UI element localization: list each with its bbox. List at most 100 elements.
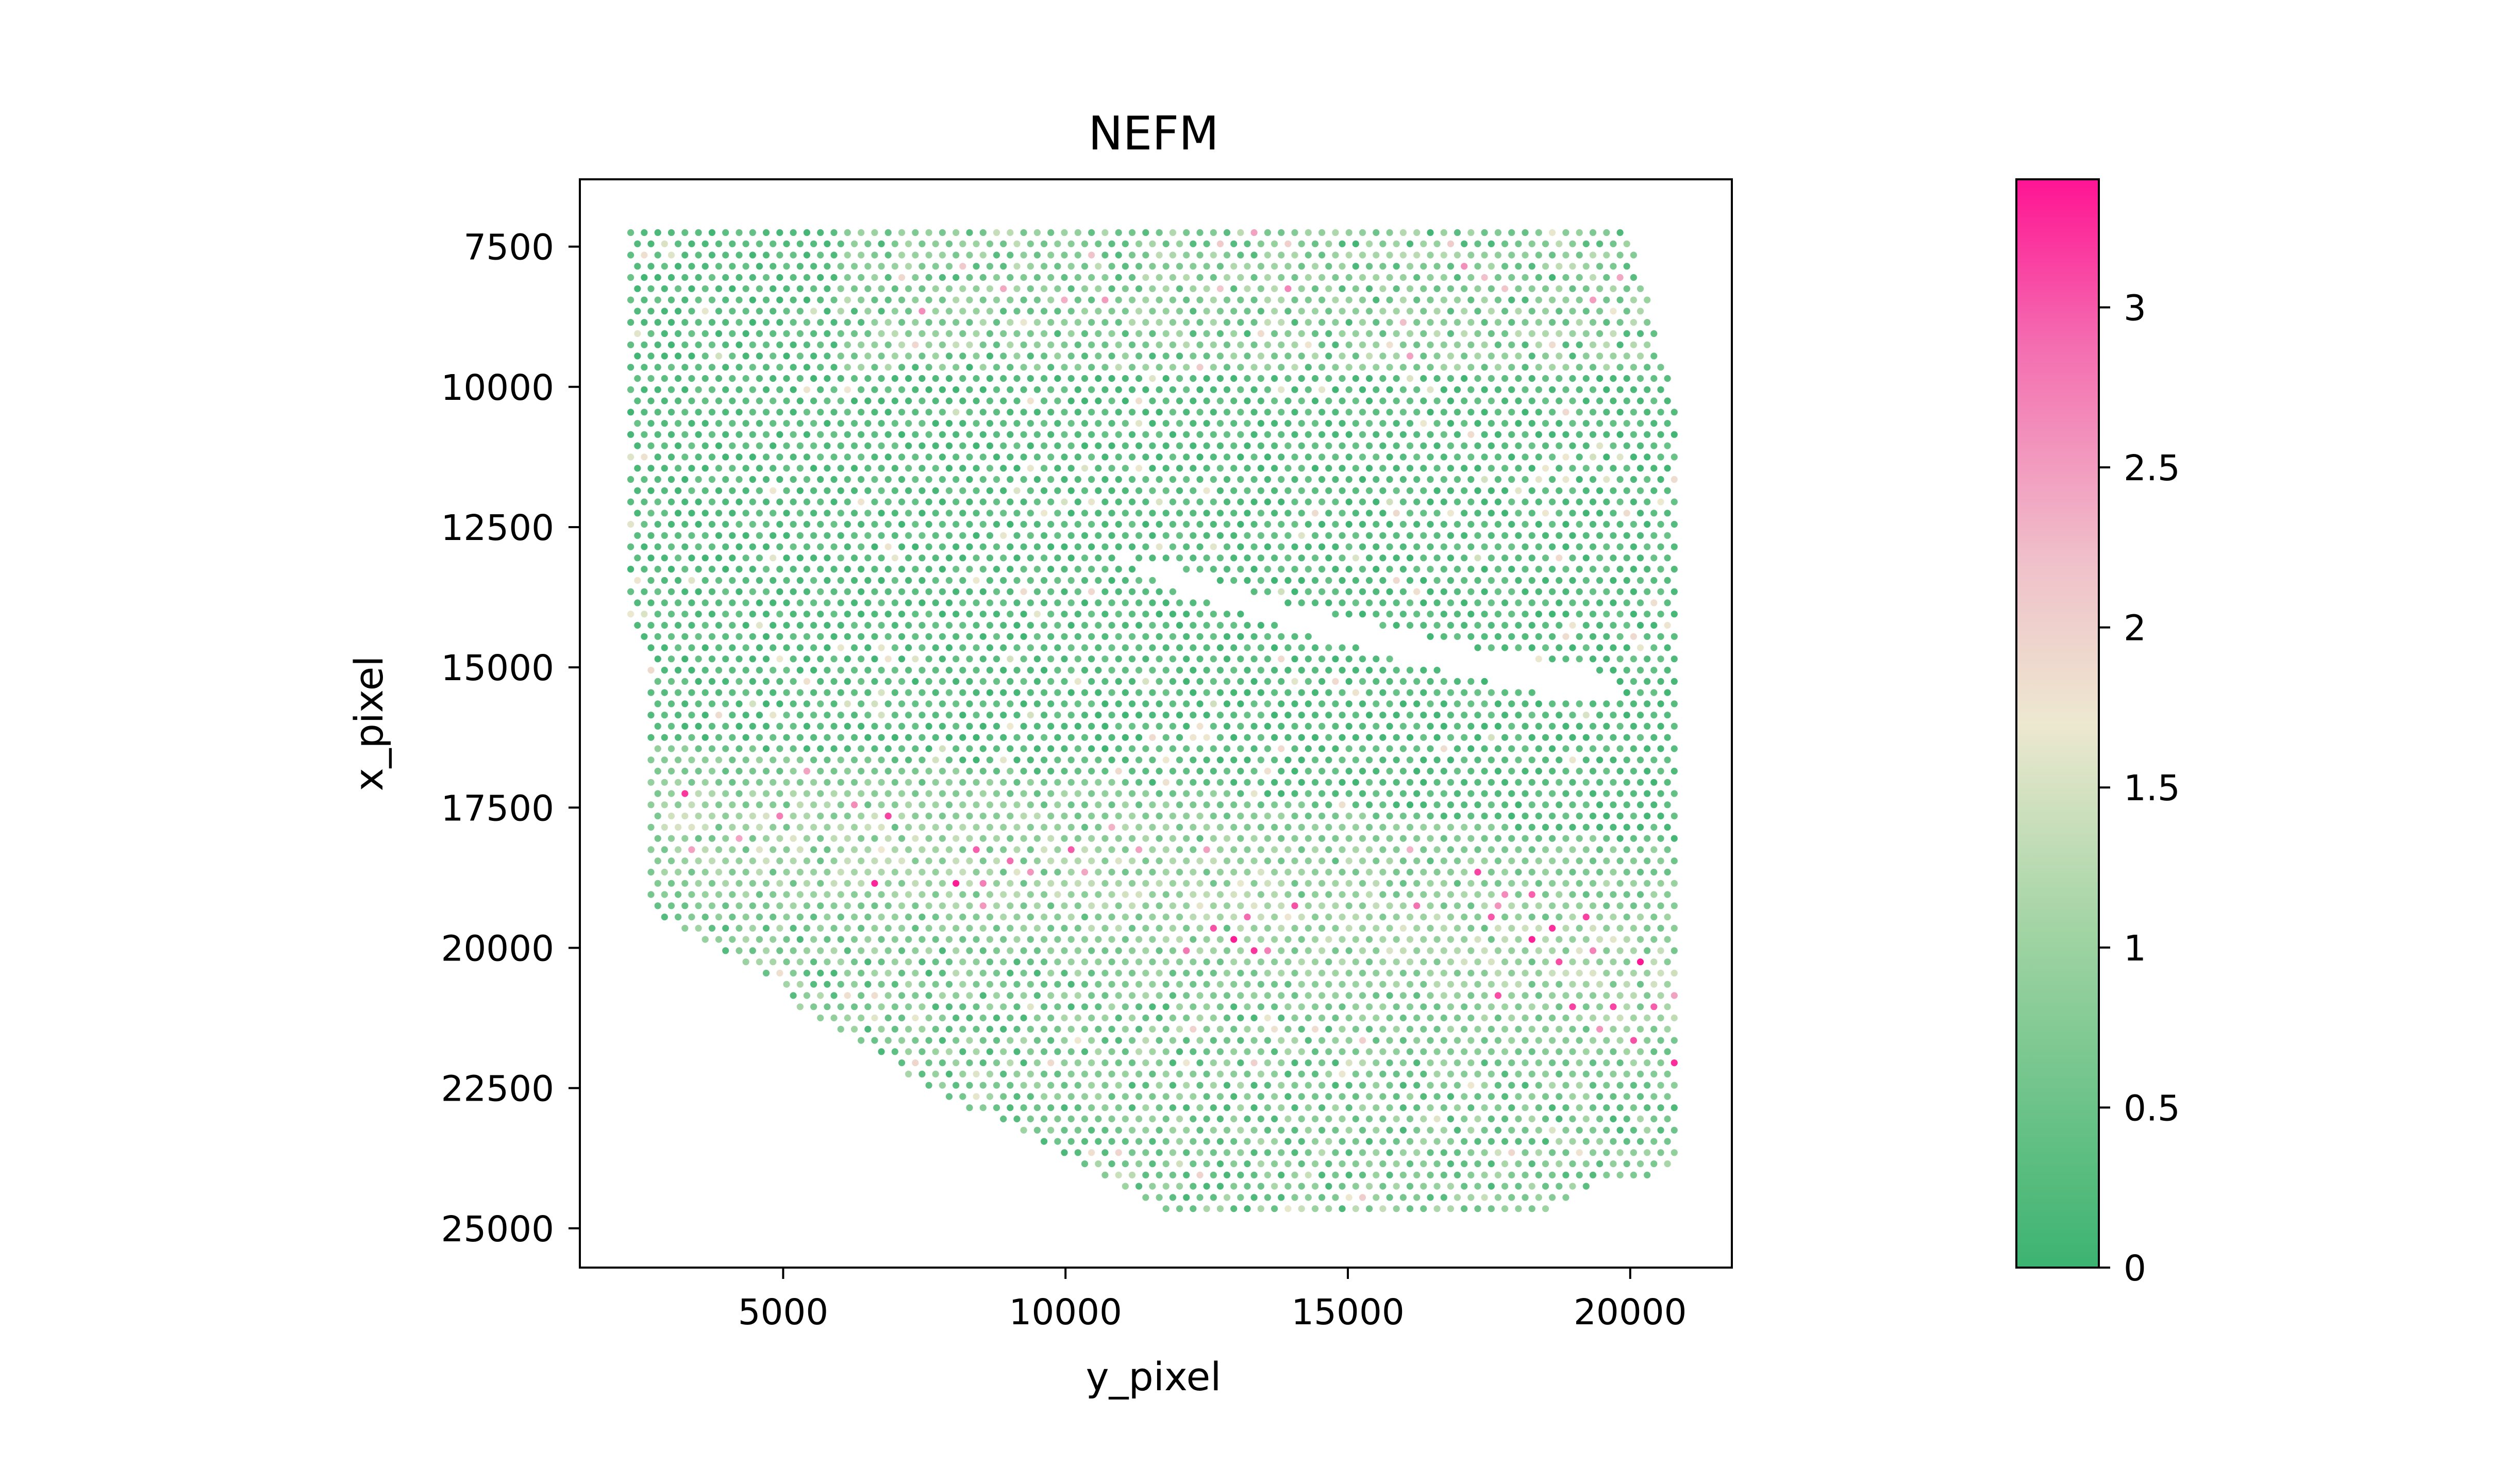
spot [850, 846, 858, 853]
spot [1399, 386, 1407, 393]
spot [1569, 958, 1576, 966]
spot [1244, 554, 1251, 562]
spot [1169, 520, 1176, 528]
spot [1013, 914, 1021, 921]
spot [667, 835, 675, 842]
spot [1623, 510, 1630, 517]
spot [1190, 352, 1197, 360]
spot [1223, 835, 1231, 842]
spot [973, 532, 980, 539]
spot [932, 823, 939, 831]
spot [796, 420, 804, 427]
spot [1522, 947, 1529, 954]
spot [884, 341, 892, 348]
spot [966, 431, 973, 438]
spot [1535, 924, 1542, 932]
spot [1311, 823, 1319, 831]
spot [1522, 745, 1529, 752]
spot [1494, 476, 1501, 483]
spot [1210, 767, 1217, 775]
spot [1210, 386, 1217, 393]
spot [1007, 857, 1014, 865]
spot [1067, 420, 1075, 427]
spot [918, 465, 926, 472]
spot [864, 420, 872, 427]
spot [945, 958, 953, 966]
spot [1284, 285, 1292, 292]
spot [729, 375, 736, 382]
spot [1433, 599, 1441, 606]
spot [986, 891, 993, 898]
spot [939, 341, 946, 348]
spot [1183, 431, 1190, 438]
spot [1271, 936, 1278, 943]
spot [905, 487, 912, 494]
spot [1610, 734, 1617, 741]
spot [1122, 712, 1129, 719]
spot [1156, 655, 1163, 663]
spot [1128, 611, 1136, 618]
spot [1494, 251, 1501, 259]
spot [1576, 633, 1583, 640]
spot [979, 274, 987, 281]
spot [953, 319, 960, 326]
spot [810, 510, 817, 517]
spot [1149, 801, 1156, 808]
spot [715, 308, 723, 315]
spot [1067, 240, 1075, 247]
spot [796, 577, 804, 584]
spot [1047, 633, 1055, 640]
spot [1420, 801, 1427, 808]
spot [993, 880, 1000, 887]
spot [1095, 375, 1102, 382]
spot [1582, 958, 1590, 966]
spot [1447, 308, 1454, 315]
spot [1013, 465, 1021, 472]
spot [1291, 319, 1298, 326]
spot [837, 352, 844, 360]
spot [1616, 566, 1624, 573]
spot [1440, 902, 1447, 909]
spot [1657, 409, 1664, 416]
spot [925, 386, 932, 393]
spot [776, 767, 783, 775]
spot [1616, 476, 1624, 483]
spot [1576, 229, 1583, 236]
spot [1399, 498, 1407, 505]
spot [1027, 240, 1034, 247]
spot [824, 712, 831, 719]
spot [932, 240, 939, 247]
spot [1318, 520, 1326, 528]
spot [1352, 779, 1359, 786]
spot [1556, 285, 1563, 292]
spot [1271, 285, 1278, 292]
spot [647, 891, 655, 898]
spot [1271, 958, 1278, 966]
spot [1149, 958, 1156, 966]
spot [1339, 689, 1346, 696]
spot [1101, 813, 1109, 820]
spot [878, 823, 885, 831]
spot [1250, 924, 1258, 932]
spot [837, 397, 844, 404]
spot [1644, 319, 1651, 326]
spot [1345, 790, 1352, 797]
spot [1223, 857, 1231, 865]
spot [681, 341, 689, 348]
spot [1467, 319, 1475, 326]
spot [1230, 554, 1238, 562]
spot [742, 734, 749, 741]
spot [1420, 846, 1427, 853]
spot [776, 476, 783, 483]
spot [918, 689, 926, 696]
spot [736, 678, 743, 685]
spot [844, 947, 851, 954]
spot [979, 229, 987, 236]
spot [1318, 386, 1326, 393]
spot [796, 936, 804, 943]
spot [1122, 308, 1129, 315]
spot [1447, 734, 1454, 741]
spot [1352, 240, 1359, 247]
spot [1528, 756, 1535, 764]
spot [1488, 532, 1495, 539]
